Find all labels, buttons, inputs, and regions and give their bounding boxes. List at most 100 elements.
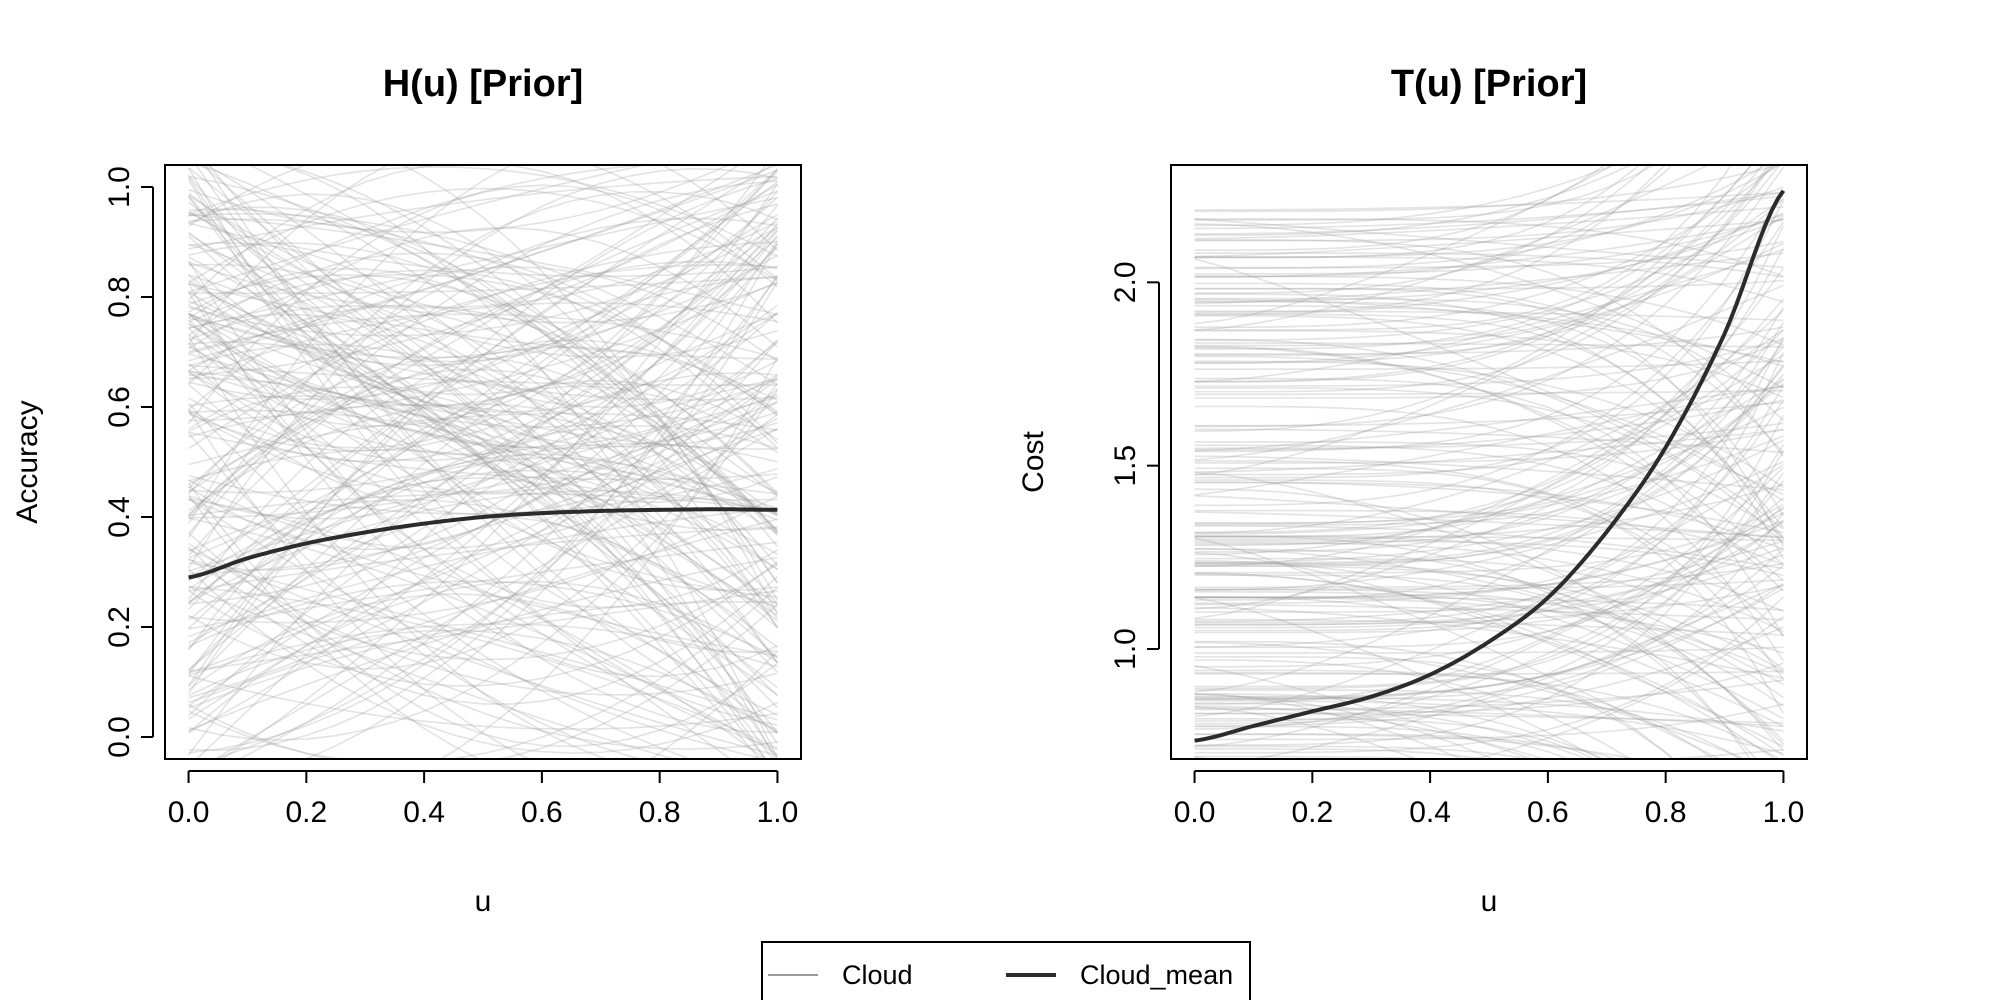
cloud-curve [188,380,778,566]
cloud-curve [1194,399,1785,599]
cloud-curve [201,165,778,697]
cloud-curve [188,229,778,407]
cloud-curve [1194,429,1784,473]
cloud-curve [1194,479,1785,681]
cloud-curve [188,165,774,581]
cloud-curve [1194,596,1604,759]
panel-h-prior: H(u) [Prior] 0.0 0.2 0.4 0.6 0.8 1.0 0.00.20.… [11,63,802,918]
cloud-curve [1194,541,1784,633]
cloud-curve [1194,603,1784,621]
cloud-curve [1194,406,1784,556]
cloud-curve [188,275,778,295]
cloud-curve [188,370,778,622]
cloud-curve [1195,789,1784,847]
cloud-curve [1194,441,1784,538]
cloud-curve [188,243,767,759]
cloud-curve [1194,336,1785,624]
cloud-curve [1194,712,1784,724]
cloud-curve [188,490,778,604]
cloud-curve [188,402,693,759]
cloud-curve [1194,506,1784,730]
cloud-curve [1194,466,1784,705]
cloud-curve [1194,509,1784,566]
cloud-curve [1194,503,1784,574]
cloud-curve [188,319,732,759]
cloud-curve [1194,165,1607,251]
cloud-curve [188,227,778,363]
cloud-curve [1194,480,1785,722]
cloud-curve [188,312,778,456]
cloud-curve [188,165,767,449]
cloud-curve [1194,378,1784,524]
cloud-curve [1194,588,1784,699]
cloud-curve [1194,696,1784,732]
cloud-curve [1194,191,1784,235]
cloud-curve [1194,511,1784,538]
cloud-curve [188,413,778,550]
cloud-curve [204,165,778,731]
cloud-curve [1194,459,1784,636]
cloud-curve [1194,252,1784,278]
cloud-curve [188,395,778,571]
cloud-curve [1194,565,1784,672]
cloud-curve [187,372,778,756]
cloud-curve [187,335,610,759]
cloud-curve [1194,507,1784,748]
cloud-curve [1195,760,1784,863]
cloud-curve [188,495,778,624]
cloud-curve [1247,583,1784,759]
cloud-curve [1194,165,1711,331]
cloud-curve [1194,373,1785,567]
cloud-curve [1194,540,1784,623]
cloud-curve [1194,689,1742,759]
cloud-curve [187,196,778,503]
cloud-curve [188,313,779,664]
cloud-curve [188,217,778,452]
cloud-curve [1194,557,1784,671]
cloud-curve [1194,385,1785,629]
cloud-curve [1194,275,1784,346]
cloud-curve [1194,218,1784,278]
cloud-curve [188,218,778,416]
cloud-curve [1194,495,1784,539]
cloud-curve [248,165,778,497]
cloud-curve [188,546,778,705]
x-tick-label: 0.4 [1409,796,1451,829]
y-tick-label: 1.0 [103,166,136,208]
series-line-cloud-mean [1194,189,1786,743]
cloud-curve [188,518,778,704]
panel-t-prior: T(u) [Prior] 0.0 0.2 0.4 0.6 0.8 1.0 1.0 1.5 2.… [1017,63,1808,918]
cloud-curve [1194,640,1676,759]
x-axis: 0.0 0.2 0.4 0.6 0.8 1.0 [168,770,798,829]
cloud-curve [188,541,778,630]
cloud-curve [1194,512,1785,701]
cloud-curve [1194,646,1784,654]
cloud-curve [188,389,779,741]
cloud-curve [188,585,778,749]
cloud-curve [188,593,778,735]
cloud-curve [188,469,778,582]
cloud-curve [188,222,778,278]
cloud-curve [188,401,778,519]
cloud-curve [1194,279,1784,290]
cloud-curve [1194,537,1722,759]
cloud-curve [188,304,778,494]
cloud-curve [1194,692,1464,759]
cloud-curve [1194,519,1784,634]
y-tick-label: 0.6 [103,386,136,428]
cloud-curve [187,179,778,726]
cloud-curve [1194,377,1785,638]
cloud-curve [187,165,778,345]
x-tick-label: 0.0 [1174,796,1216,829]
cloud-curve [1194,329,1784,399]
cloud-curve [1194,481,1784,551]
cloud-curve [1194,165,1732,331]
cloud-curve [1194,165,1772,357]
cloud-curve [195,165,779,619]
cloud-curve [1194,195,1784,230]
cloud-curve [1194,340,1785,601]
cloud-curve [187,283,778,678]
cloud-curve [188,603,778,759]
cloud-curve [188,226,778,337]
